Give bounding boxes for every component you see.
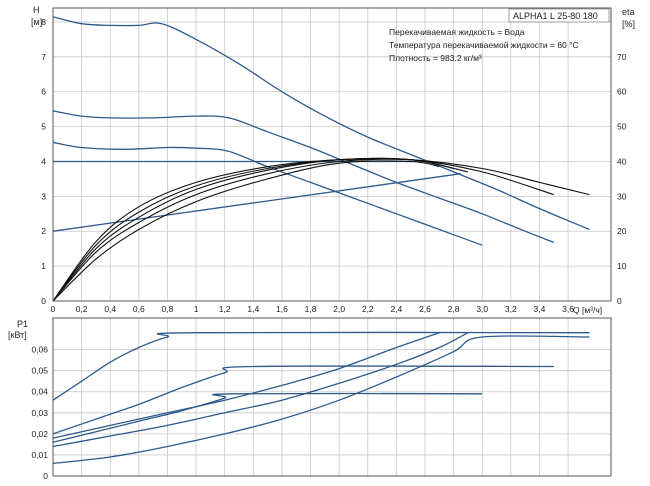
x-tick-label-9: 1,8 [305, 304, 317, 314]
y2-axis-label: eta [622, 7, 635, 17]
efficiency-curve-5 [52, 158, 590, 302]
y-tick-label-4: 4 [41, 156, 46, 166]
p1-tick-label-2: 0,02 [31, 429, 48, 439]
x-axis-label: Q [м³/ч] [573, 305, 602, 315]
x-tick-label-6: 1,2 [219, 304, 231, 314]
x-tick-label-18: 3,6 [562, 304, 574, 314]
chart-title: ALPHA1 L 25-80 180 [513, 11, 598, 21]
info-line-temperature: Температура перекачиваемой жидкости = 60… [389, 40, 579, 50]
p1-tick-label-6: 0,06 [31, 345, 48, 355]
y-tick-label-7: 7 [41, 52, 46, 62]
top-panel-curves [52, 16, 590, 302]
y2-tick-label-6: 60 [617, 87, 627, 97]
efficiency-curve-9 [52, 160, 440, 302]
head-curve-2 [52, 141, 483, 246]
y-tick-label-3: 3 [41, 191, 46, 201]
power-curve-4 [52, 332, 469, 448]
x-tick-label-12: 2,4 [390, 304, 402, 314]
p1-axis-unit: [кВт] [8, 330, 27, 340]
x-tick-label-2: 0,4 [104, 304, 116, 314]
x-tick-label-13: 2,6 [419, 304, 431, 314]
info-line-density: Плотность = 983.2 кг/м³ [389, 53, 482, 63]
info-line-fluid: Перекачиваемая жидкость = Вода [389, 27, 525, 37]
y-axis-unit: [м] [31, 17, 42, 27]
p1-tick-label-4: 0,04 [31, 387, 48, 397]
x-tick-label-4: 0,8 [162, 304, 174, 314]
power-curve-0 [52, 331, 590, 401]
efficiency-curve-7 [52, 157, 469, 302]
y2-tick-label-0: 0 [617, 296, 622, 306]
top-y-tick-labels: 0 1 2 3 4 5 6 7 8 [41, 17, 46, 306]
bottom-y-tick-labels: 0 0,01 0,02 0,03 0,04 0,05 0,06 [31, 345, 48, 481]
y2-tick-label-7: 70 [617, 52, 627, 62]
y2-tick-label-1: 10 [617, 261, 627, 271]
efficiency-curve-8 [52, 158, 454, 302]
x-tick-label-8: 1,6 [276, 304, 288, 314]
x-tick-label-0: 0 [51, 304, 56, 314]
x-tick-label-15: 3,0 [476, 304, 488, 314]
x-tick-label-11: 2,2 [362, 304, 374, 314]
y-tick-label-1: 1 [41, 261, 46, 271]
y2-tick-label-5: 50 [617, 122, 627, 132]
x-tick-label-14: 2,8 [448, 304, 460, 314]
proportional-pressure-curve-4 [52, 173, 461, 232]
p1-axis-label: P1 [17, 319, 28, 329]
top-panel-frame [52, 7, 612, 302]
y-tick-label-0: 0 [41, 296, 46, 306]
top-y2-tick-labels: 0 10 20 30 40 50 60 70 [617, 52, 627, 306]
head-curve-0 [52, 16, 590, 231]
y-axis-label: H [33, 5, 40, 15]
y-tick-label-5: 5 [41, 122, 46, 132]
power-curve-3 [52, 332, 440, 439]
x-tick-label-16: 3,2 [505, 304, 517, 314]
x-tick-label-1: 0,2 [76, 304, 88, 314]
y2-axis-unit: [%] [622, 19, 635, 29]
bottom-panel-frame [52, 317, 612, 477]
x-tick-label-10: 2,0 [333, 304, 345, 314]
bottom-panel-curves [52, 331, 590, 465]
y-tick-label-2: 2 [41, 226, 46, 236]
p1-tick-label-5: 0,05 [31, 366, 48, 376]
p1-tick-label-0: 0 [43, 471, 48, 481]
x-tick-label-17: 3,4 [534, 304, 546, 314]
y2-tick-label-4: 40 [617, 156, 627, 166]
head-curve-1 [52, 110, 555, 244]
y-tick-label-8: 8 [41, 17, 46, 27]
p1-tick-label-3: 0,03 [31, 408, 48, 418]
p1-tick-label-1: 0,01 [31, 450, 48, 460]
x-tick-label-3: 0,6 [133, 304, 145, 314]
top-panel-grid [52, 8, 611, 302]
efficiency-curve-6 [52, 157, 554, 302]
top-x-tick-labels: 0 0,2 0,4 0,6 0,8 1 1,2 1,4 1,6 1,8 2,0 2,2 2,4 2,6 2,… [51, 304, 575, 314]
y2-tick-label-2: 20 [617, 226, 627, 236]
x-tick-label-7: 1,4 [247, 304, 259, 314]
x-tick-label-5: 1 [194, 304, 199, 314]
title-box [508, 8, 610, 23]
y2-tick-label-3: 30 [617, 191, 627, 201]
power-curve-1 [52, 365, 554, 435]
power-curve-5 [52, 335, 590, 465]
y-tick-label-6: 6 [41, 87, 46, 97]
